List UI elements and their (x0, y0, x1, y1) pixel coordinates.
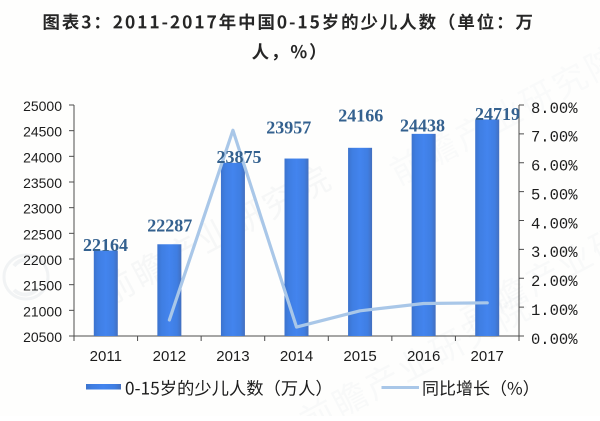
svg-text:23000: 23000 (23, 201, 62, 217)
svg-text:6.00%: 6.00% (531, 158, 578, 176)
svg-text:2014: 2014 (280, 348, 313, 365)
svg-text:2017: 2017 (471, 348, 504, 365)
svg-text:3.00%: 3.00% (531, 244, 578, 262)
svg-text:1.00%: 1.00% (531, 302, 578, 320)
svg-text:2016: 2016 (407, 348, 440, 365)
svg-text:22164: 22164 (83, 235, 128, 255)
svg-text:0.00%: 0.00% (531, 331, 578, 349)
svg-text:22000: 22000 (23, 252, 62, 268)
svg-text:24719: 24719 (475, 104, 520, 124)
svg-text:23957: 23957 (266, 118, 311, 138)
svg-text:24000: 24000 (23, 149, 62, 165)
svg-text:25000: 25000 (23, 98, 62, 114)
svg-text:2012: 2012 (153, 348, 186, 365)
svg-text:21000: 21000 (23, 303, 62, 319)
svg-text:24438: 24438 (400, 116, 445, 136)
svg-text:2013: 2013 (216, 348, 249, 365)
svg-text:20500: 20500 (23, 329, 62, 345)
svg-text:24166: 24166 (338, 106, 383, 126)
svg-text:22500: 22500 (23, 226, 62, 242)
svg-text:2.00%: 2.00% (531, 273, 578, 291)
svg-text:22287: 22287 (147, 215, 192, 235)
svg-text:7.00%: 7.00% (531, 129, 578, 147)
svg-text:2011: 2011 (90, 348, 122, 365)
svg-text:4.00%: 4.00% (531, 215, 578, 233)
svg-text:23500: 23500 (23, 175, 62, 191)
svg-text:24500: 24500 (23, 124, 62, 140)
svg-text:23875: 23875 (217, 147, 262, 167)
svg-text:21500: 21500 (23, 278, 62, 294)
svg-text:2015: 2015 (343, 348, 376, 365)
svg-text:5.00%: 5.00% (531, 186, 578, 204)
svg-text:8.00%: 8.00% (531, 100, 578, 118)
